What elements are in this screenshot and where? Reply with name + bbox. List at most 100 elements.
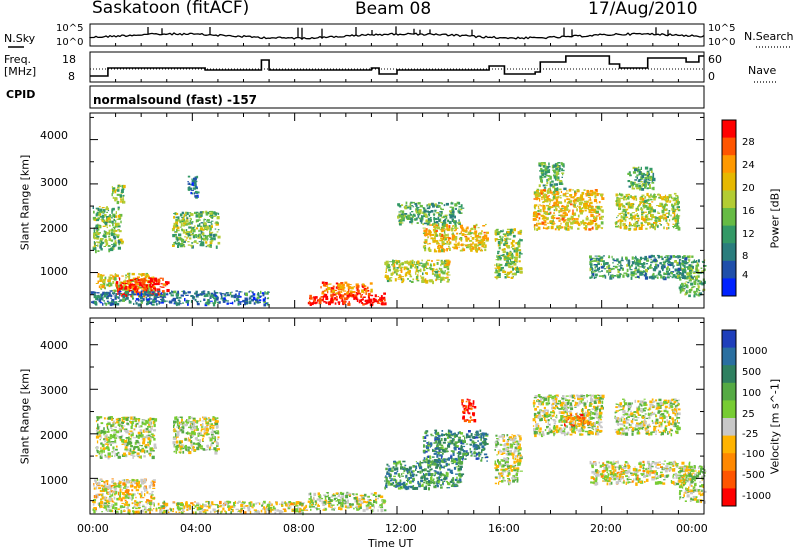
power-cell bbox=[638, 171, 642, 175]
power-cell bbox=[504, 273, 508, 275]
power-cell bbox=[383, 292, 386, 295]
power-cell bbox=[554, 187, 556, 192]
power-cell bbox=[684, 284, 688, 287]
power-cell bbox=[542, 209, 545, 212]
power-cell bbox=[424, 233, 428, 237]
power-cell bbox=[536, 228, 539, 231]
power-cell bbox=[510, 257, 513, 260]
power-cell bbox=[539, 209, 542, 213]
power-cell bbox=[439, 239, 442, 242]
power-cell bbox=[95, 241, 98, 243]
power-cell bbox=[568, 221, 571, 223]
velocity-cell bbox=[113, 431, 116, 434]
power-cell bbox=[361, 302, 364, 304]
power-cell bbox=[699, 280, 702, 283]
velocity-cell bbox=[118, 427, 123, 431]
power-cell bbox=[650, 226, 654, 228]
nsky-tick-bottom: 10^0 bbox=[56, 37, 84, 48]
power-cell bbox=[451, 229, 454, 232]
velocity-cell bbox=[134, 425, 137, 427]
power-cell bbox=[110, 277, 113, 280]
power-cell bbox=[137, 298, 140, 302]
power-cell bbox=[643, 184, 646, 186]
power-cell bbox=[100, 247, 103, 251]
power-cell bbox=[688, 289, 692, 294]
power-colorbar-segment bbox=[722, 260, 736, 279]
power-cell bbox=[349, 284, 352, 286]
power-cell bbox=[104, 223, 108, 225]
velocity-cell bbox=[100, 449, 104, 453]
power-cell bbox=[663, 273, 667, 275]
power-cell bbox=[252, 296, 256, 301]
power-cell bbox=[200, 214, 203, 217]
power-cell bbox=[625, 198, 627, 201]
power-cell bbox=[651, 225, 654, 227]
power-cell bbox=[93, 234, 96, 238]
power-cell bbox=[416, 210, 420, 214]
velocity-cell bbox=[173, 451, 176, 453]
power-cell bbox=[380, 295, 383, 299]
power-cell bbox=[677, 206, 679, 211]
power-cell bbox=[455, 239, 457, 243]
power-cell bbox=[175, 221, 179, 225]
power-cell bbox=[384, 261, 387, 266]
power-cell bbox=[543, 215, 546, 219]
power-cell bbox=[574, 190, 576, 194]
power-cell bbox=[438, 250, 442, 253]
velocity-cell bbox=[94, 479, 97, 482]
power-cell bbox=[594, 222, 598, 226]
power-cell bbox=[189, 187, 193, 190]
power-cell bbox=[113, 242, 117, 246]
velocity-cell bbox=[184, 444, 187, 448]
power-cell bbox=[593, 215, 595, 219]
power-cell bbox=[644, 218, 648, 221]
power-cell bbox=[634, 276, 638, 279]
power-cell bbox=[186, 231, 189, 234]
power-cell bbox=[534, 204, 538, 207]
power-cell bbox=[94, 245, 98, 247]
power-cell bbox=[565, 227, 568, 231]
velocity-cell bbox=[119, 488, 122, 492]
power-cell bbox=[670, 214, 672, 217]
power-cell bbox=[125, 283, 128, 284]
power-cell bbox=[433, 250, 438, 253]
power-cell bbox=[464, 234, 467, 236]
power-cell bbox=[141, 300, 144, 303]
velocity-cell bbox=[130, 416, 134, 420]
power-cell bbox=[96, 230, 99, 232]
power-cell bbox=[550, 225, 554, 230]
power-cell bbox=[431, 270, 434, 273]
velocity-colorbar-segment bbox=[722, 488, 736, 507]
power-cell bbox=[105, 291, 108, 294]
power-cell bbox=[558, 225, 562, 230]
velocity-cell bbox=[120, 422, 123, 426]
power-cell bbox=[566, 207, 568, 209]
power-cell bbox=[635, 207, 639, 210]
power-cell bbox=[470, 249, 473, 252]
power-cell bbox=[664, 256, 667, 258]
power-cell bbox=[635, 197, 638, 201]
power-cell bbox=[162, 277, 164, 281]
velocity-cell bbox=[111, 480, 114, 484]
velocity-cell bbox=[211, 428, 214, 432]
power-cell bbox=[462, 244, 466, 246]
velocity-cell bbox=[121, 439, 125, 442]
power-cell bbox=[600, 258, 603, 261]
power-cell bbox=[677, 227, 681, 231]
velocity-cell bbox=[115, 445, 118, 448]
power-cell bbox=[108, 215, 112, 218]
power-cell bbox=[119, 213, 123, 217]
power-cell bbox=[211, 294, 214, 296]
velocity-cell bbox=[130, 421, 132, 424]
power-cell bbox=[647, 195, 650, 197]
velocity-cell bbox=[215, 440, 218, 444]
power-cell bbox=[476, 239, 479, 242]
power-cell bbox=[164, 284, 167, 287]
power-cell bbox=[335, 292, 339, 295]
power-cell bbox=[141, 273, 145, 276]
power-cell bbox=[190, 299, 193, 303]
velocity-cell bbox=[196, 425, 198, 429]
power-cell bbox=[541, 171, 544, 174]
power-cell bbox=[638, 266, 642, 268]
power-cell bbox=[640, 198, 642, 200]
